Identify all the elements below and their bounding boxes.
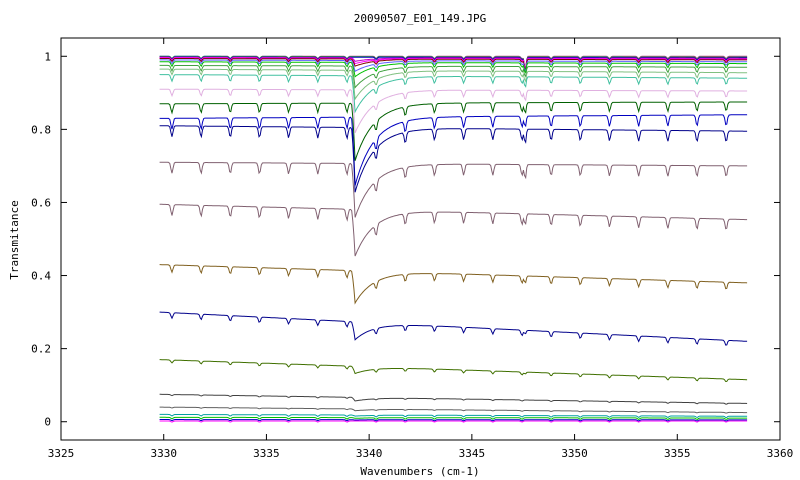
x-tick-label: 3330 (150, 447, 177, 460)
spectrum-line-12 (159, 74, 748, 114)
x-axis-ticks: 3325 3330 3335 3340 3345 3350 3355 3360 (48, 38, 794, 460)
spectrum-line-17 (159, 161, 748, 218)
x-tick-label: 3345 (459, 447, 486, 460)
x-tick-label: 3355 (664, 447, 691, 460)
x-tick-label: 3350 (561, 447, 588, 460)
spectrum-line-16 (159, 125, 748, 193)
plot-frame (60, 37, 781, 441)
y-tick-label: 1 (44, 50, 51, 63)
spectrum-line-27 (159, 420, 748, 423)
spectrum-line-19 (159, 264, 748, 305)
x-tick-label: 3335 (253, 447, 280, 460)
y-tick-label: 0 (44, 416, 51, 429)
y-tick-label: 0.6 (31, 196, 51, 209)
spectrum-line-18 (159, 203, 748, 257)
spectrum-line-10 (159, 64, 748, 89)
x-tick-label: 3360 (767, 447, 794, 460)
chart-title: 20090507_E01_149.JPG (354, 12, 486, 25)
y-axis-label: Transmitance (8, 200, 21, 279)
spectrum-line-15 (159, 114, 748, 186)
y-tick-label: 0.4 (31, 270, 51, 283)
spectrum-line-7 (159, 58, 748, 71)
x-axis-label: Wavenumbers (cm-1) (360, 465, 479, 478)
spectrum-line-22 (159, 393, 748, 405)
series-group (159, 55, 748, 423)
spectrum-line-9 (159, 61, 748, 78)
y-tick-label: 0.8 (31, 123, 51, 136)
x-tick-label: 3340 (356, 447, 383, 460)
spectrum-line-21 (159, 359, 748, 383)
y-tick-label: 0.2 (31, 343, 51, 356)
spectrum-line-24 (159, 413, 748, 419)
spectrum-line-26 (159, 419, 748, 422)
spectrum-line-20 (159, 311, 748, 346)
x-tick-label: 3325 (48, 447, 75, 460)
spectrum-line-23 (159, 406, 748, 414)
spectrum-line-8 (159, 59, 748, 73)
spectrum-line-14 (159, 101, 748, 161)
spectrum-line-25 (159, 416, 748, 420)
spectrum-line-6 (159, 57, 748, 70)
spectrum-line-13 (159, 88, 748, 134)
spectrum-line-11 (159, 68, 748, 101)
y-axis-ticks: 0 0.2 0.4 0.6 0.8 1 (31, 50, 780, 429)
